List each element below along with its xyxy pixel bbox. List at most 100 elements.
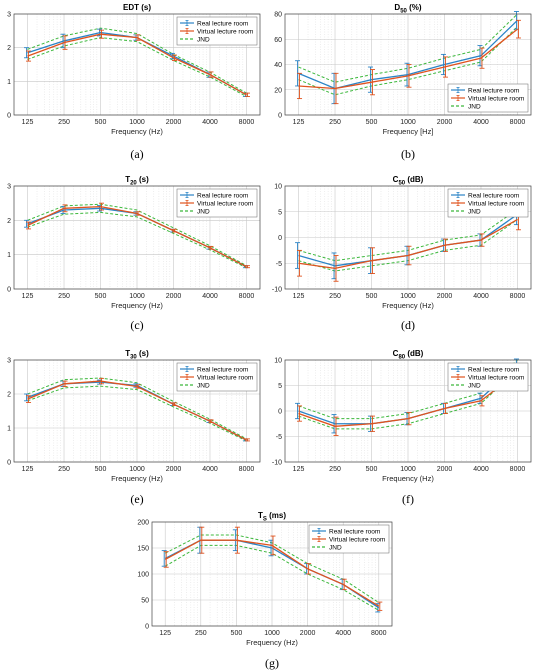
x-axis-label: Frequency (Hz) — [382, 301, 434, 310]
y-tick-label: 0 — [7, 287, 11, 294]
x-tick-label: 4000 — [335, 630, 351, 637]
x-axis-label: Frequency (Hz) — [111, 474, 163, 483]
legend: Real lecture roomVirtual lecture roomJND — [448, 189, 528, 217]
y-tick-label: 10 — [274, 184, 282, 191]
x-tick-label: 1000 — [129, 119, 145, 126]
chart-title: C80 (dB) — [393, 349, 424, 361]
chart-panel-d: 125 250 500 1000 2000 4000 8000-10-50510Freque… — [272, 175, 531, 332]
legend-label-virtual: Virtual lecture room — [468, 200, 524, 207]
x-tick-label: 125 — [159, 630, 171, 637]
y-tick-label: -5 — [276, 434, 282, 441]
y-tick-label: 3 — [7, 12, 11, 19]
chart-panel-a: 125 250 500 1000 2000 4000 80000123Frequency (… — [7, 3, 260, 161]
x-tick-label: 250 — [58, 119, 70, 126]
legend-label-jnd: JND — [197, 36, 210, 43]
x-tick-label: 1000 — [400, 119, 416, 126]
x-tick-label: 500 — [366, 293, 378, 300]
chart-panel-c: 125 250 500 1000 2000 4000 8000 0 1 2 3 Frequency (… — [7, 175, 260, 332]
x-tick-label: 125 — [293, 119, 305, 126]
chart-panel-b: 125 250 500 1000 2000 4000 8000020406080Freque… — [274, 3, 531, 161]
panel-caption: (a) — [130, 147, 143, 161]
legend: Real lecture roomVirtual lecture roomJND — [177, 189, 257, 217]
x-tick-label: 2000 — [166, 293, 182, 300]
legend-label-virtual: Virtual lecture room — [197, 28, 253, 35]
x-axis-label: Frequency (Hz) — [382, 474, 434, 483]
legend-label-real: Real lecture room — [329, 528, 380, 535]
chart-panel-e: 125 250 500 1000 2000 4000 8000 0 1 2 3 Frequency (… — [7, 349, 260, 506]
legend-label-virtual: Virtual lecture room — [197, 200, 253, 207]
panel-caption: (g) — [265, 656, 279, 670]
x-tick-label: 1000 — [129, 466, 145, 473]
x-tick-label: 500 — [231, 630, 243, 637]
y-tick-label: 1 — [7, 426, 11, 433]
x-tick-label: 1000 — [129, 293, 145, 300]
x-tick-label: 2000 — [437, 293, 453, 300]
y-tick-label: 0 — [278, 409, 282, 416]
x-axis-label: Frequency (Hz) — [111, 301, 163, 310]
x-tick-label: 2000 — [300, 630, 316, 637]
y-tick-label: 3 — [7, 358, 11, 365]
legend-label-jnd: JND — [468, 208, 481, 215]
x-tick-label: 8000 — [371, 630, 387, 637]
x-tick-label: 250 — [329, 293, 341, 300]
y-tick-label: 150 — [137, 546, 149, 553]
x-tick-label: 125 — [293, 466, 305, 473]
y-tick-label: 40 — [274, 62, 282, 69]
y-tick-label: 20 — [274, 87, 282, 94]
x-tick-label: 125 — [293, 293, 305, 300]
y-tick-label: 80 — [274, 12, 282, 19]
y-tick-label: 60 — [274, 37, 282, 44]
x-tick-label: 4000 — [473, 293, 489, 300]
legend-label-jnd: JND — [197, 208, 210, 215]
x-tick-label: 8000 — [510, 119, 526, 126]
panel-caption: (b) — [401, 147, 415, 161]
x-tick-label: 8000 — [239, 119, 255, 126]
y-tick-label: 5 — [278, 209, 282, 216]
legend-label-real: Real lecture room — [197, 20, 248, 27]
x-tick-label: 500 — [95, 466, 107, 473]
x-tick-label: 125 — [22, 119, 34, 126]
legend-label-real: Real lecture room — [197, 366, 248, 373]
chart-title: D50 (%) — [394, 3, 421, 15]
y-tick-label: -5 — [276, 261, 282, 268]
legend-label-virtual: Virtual lecture room — [329, 536, 385, 543]
y-tick-label: 200 — [137, 520, 149, 527]
y-tick-label: 0 — [278, 235, 282, 242]
x-tick-label: 4000 — [473, 466, 489, 473]
panel-caption: (c) — [130, 318, 143, 332]
panel-caption: (f) — [402, 492, 414, 506]
y-tick-label: 10 — [274, 358, 282, 365]
chart-title: TS (ms) — [258, 511, 286, 523]
x-tick-label: 8000 — [510, 293, 526, 300]
y-tick-label: 2 — [7, 45, 11, 52]
x-tick-label: 500 — [95, 119, 107, 126]
y-tick-label: 0 — [145, 624, 149, 631]
x-tick-label: 8000 — [239, 293, 255, 300]
legend-label-real: Real lecture room — [468, 366, 519, 373]
legend-label-jnd: JND — [468, 103, 481, 110]
legend-label-jnd: JND — [329, 544, 342, 551]
legend-label-virtual: Virtual lecture room — [197, 374, 253, 381]
chart-panel-f: 125 250 500 1000 2000 4000 8000 -10 -5 0 5 10 Freque… — [272, 349, 531, 506]
y-tick-label: 3 — [7, 184, 11, 191]
x-tick-label: 4000 — [202, 293, 218, 300]
x-tick-label: 8000 — [510, 466, 526, 473]
y-tick-label: -10 — [272, 460, 282, 467]
x-tick-label: 4000 — [202, 466, 218, 473]
x-axis-label: Frequency [Hz] — [383, 127, 434, 136]
chart-title: EDT (s) — [123, 3, 151, 12]
x-tick-label: 250 — [329, 466, 341, 473]
x-tick-label: 500 — [366, 466, 378, 473]
legend: Real lecture roomVirtual lecture roomJND — [177, 363, 257, 391]
y-tick-label: 1 — [7, 79, 11, 86]
x-tick-label: 250 — [58, 466, 70, 473]
y-tick-label: 100 — [137, 572, 149, 579]
chart-title: T20 (s) — [125, 175, 149, 187]
x-tick-label: 2000 — [437, 119, 453, 126]
panel-caption: (e) — [130, 492, 143, 506]
y-tick-label: 5 — [278, 383, 282, 390]
legend-label-jnd: JND — [197, 382, 210, 389]
y-tick-label: 0 — [7, 460, 11, 467]
